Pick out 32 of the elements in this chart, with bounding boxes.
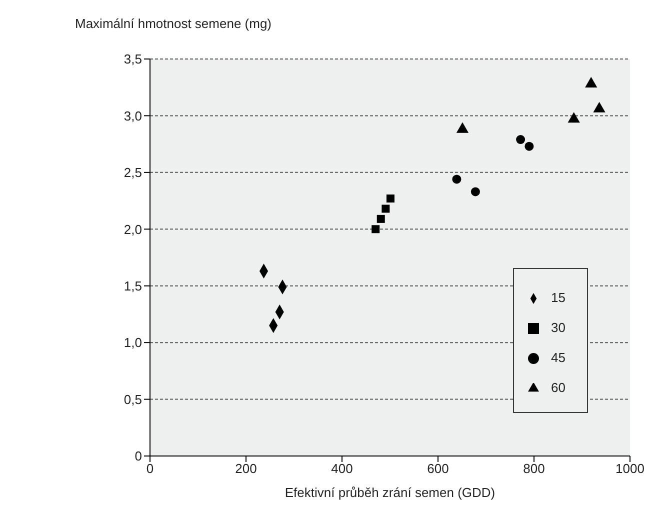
x-tick-label: 0 [146,461,154,476]
legend-label: 30 [551,320,566,335]
y-tick-label: 3,5 [124,52,142,67]
y-tick-label: 1,5 [124,278,142,294]
x-tick-label: 200 [235,461,257,476]
point [585,76,598,88]
x-axis-title: Efektivní průběh zrání semen (GDD) [284,485,496,500]
legend-label: 45 [551,350,566,365]
legend-label: 60 [551,380,566,395]
point [452,174,462,184]
x-tick-label: 600 [427,461,449,476]
x-tick-label: 400 [331,461,353,476]
y-tick-label: 0 [134,448,142,464]
x-tick-label: 1000 [616,461,644,476]
point [470,187,480,196]
x-tick-label: 800 [523,461,545,476]
legend-label: 15 [551,290,566,305]
y-axis-title: Maximální hmotnost semene (mg) [75,16,272,31]
point [516,135,526,144]
y-tick-label: 0,5 [124,392,142,407]
y-tick-label: 3,0 [124,108,142,124]
point [376,214,385,223]
point [524,142,534,151]
point [593,102,606,112]
y-tick-label: 1,0 [124,335,142,350]
point [568,112,580,123]
point [456,122,469,133]
y-tick-label: 2,5 [124,165,142,180]
y-tick-label: 2,0 [124,222,142,237]
point [372,225,380,234]
point [382,204,390,213]
point [386,194,394,203]
